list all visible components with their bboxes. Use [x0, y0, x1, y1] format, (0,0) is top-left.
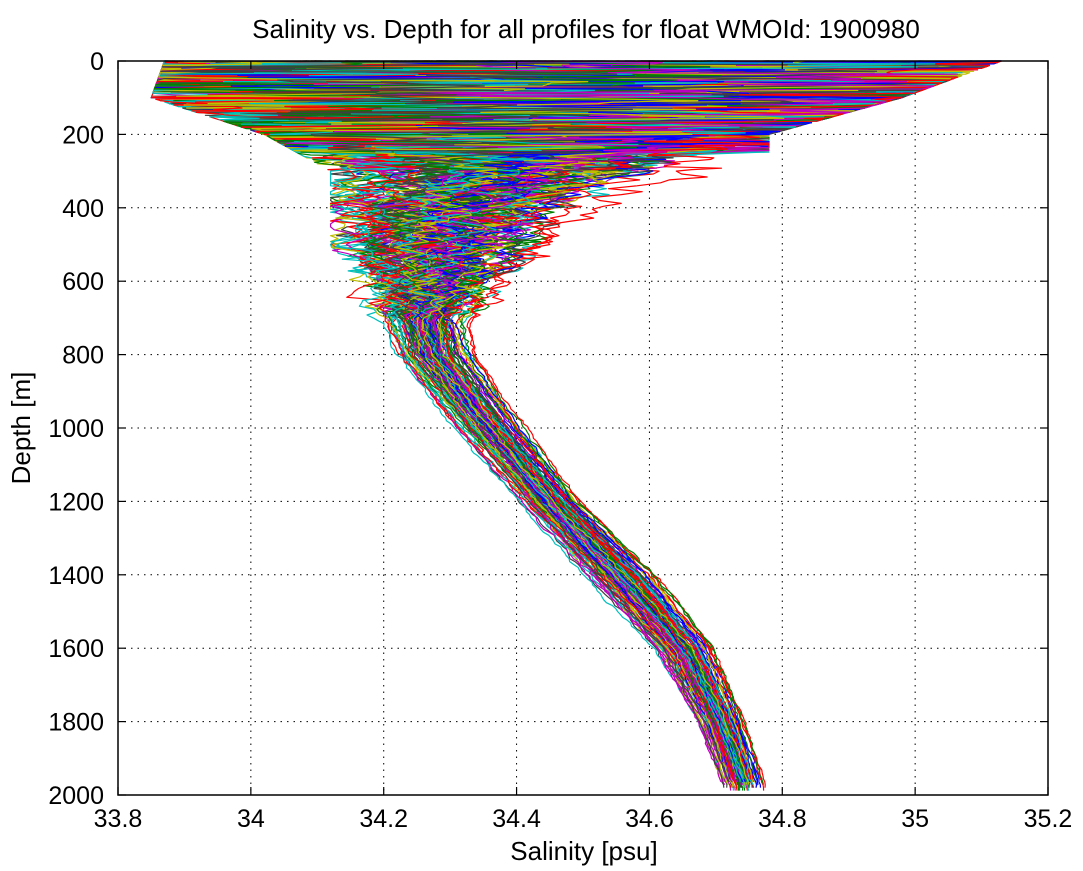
y-tick-label: 1800	[48, 709, 104, 737]
y-tick-label: 400	[62, 195, 104, 223]
profile-lines	[150, 60, 1002, 791]
x-axis-ticks: 33.8 34 34.2 34.4 34.6 34.8 35 35.2	[94, 61, 1073, 833]
y-tick-label: 0	[90, 48, 104, 76]
x-tick-label: 34	[237, 805, 265, 833]
profile-line	[183, 60, 855, 788]
x-tick-label: 34.2	[359, 805, 408, 833]
chart-title: Salinity vs. Depth for all profiles for …	[252, 14, 920, 44]
y-axis-ticks: 0 200 400 600 800 1000 1200 1400 1600 1800 2000	[48, 48, 1048, 810]
y-tick-label: 1200	[48, 488, 104, 516]
profile-line	[396, 60, 958, 783]
y-tick-label: 800	[62, 342, 104, 370]
x-tick-label: 34.8	[758, 805, 807, 833]
x-axis-title: Salinity [psu]	[510, 836, 657, 866]
y-tick-label: 200	[62, 121, 104, 149]
y-axis-title: Depth [m]	[6, 372, 36, 485]
x-tick-label: 34.4	[492, 805, 541, 833]
x-tick-label: 35	[901, 805, 929, 833]
y-tick-label: 1000	[48, 415, 104, 443]
x-tick-label: 34.6	[625, 805, 674, 833]
profile-line	[158, 60, 785, 785]
profile-line	[192, 60, 863, 785]
y-tick-label: 1600	[48, 635, 104, 663]
y-tick-label: 600	[62, 268, 104, 296]
y-tick-label: 1400	[48, 562, 104, 590]
y-tick-label: 2000	[48, 782, 104, 810]
grid-lines	[118, 61, 1048, 795]
profile-line	[160, 60, 730, 783]
x-tick-label: 35.2	[1024, 805, 1073, 833]
x-tick-label: 33.8	[94, 805, 143, 833]
